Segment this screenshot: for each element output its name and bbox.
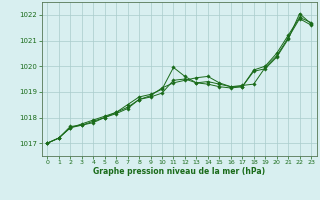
X-axis label: Graphe pression niveau de la mer (hPa): Graphe pression niveau de la mer (hPa) <box>93 167 265 176</box>
